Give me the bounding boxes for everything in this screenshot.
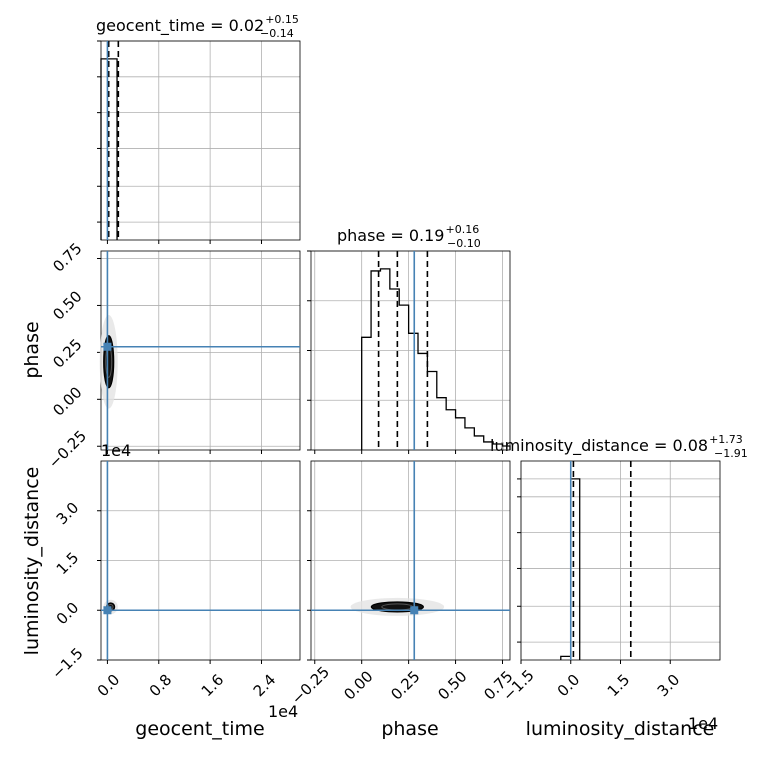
xtick-label: 3.0	[654, 671, 684, 701]
ytick-label: 0.50	[49, 287, 85, 323]
truth-marker	[103, 606, 112, 615]
ylabel-luminosity-distance: luminosity_distance	[21, 467, 43, 656]
title-geocent-time-lower: −0.14	[260, 27, 294, 40]
xtick-label: 0.25	[387, 667, 423, 703]
panel-hist-phase	[307, 250, 511, 454]
offset-text-geocent-time: 1e4	[268, 702, 298, 721]
xtick-label: 0.8	[146, 671, 176, 701]
ytick-label: 3.0	[53, 499, 83, 529]
axes-frame	[100, 40, 301, 241]
xlabel-phase: phase	[381, 718, 438, 740]
ylabel-phase: phase	[21, 321, 43, 378]
panel-hist-geocent-time	[97, 40, 301, 244]
axes-frame	[100, 250, 301, 451]
xlabel-geocent-time: geocent_time	[135, 718, 264, 740]
phase-x-ticks: −0.25 0.00 0.25 0.50 0.75	[288, 663, 517, 708]
truth-marker	[103, 342, 112, 351]
panel-geocent-time-vs-phase	[97, 250, 301, 454]
ytick-label: 1.5	[53, 549, 83, 579]
truth-marker	[410, 606, 419, 615]
histogram-step	[361, 268, 511, 450]
title-phase: phase = 0.19+0.16	[337, 223, 479, 245]
title-geocent-time: geocent_time = 0.02+0.15	[96, 13, 299, 36]
title-luminosity-distance-lower: −1.91	[714, 447, 748, 460]
xtick-label: 2.4	[250, 671, 280, 701]
offset-text-luminosity-distance-y: 1e4	[101, 441, 131, 460]
luminosity-distance-y-ticks: −1.5 0.0 1.5 3.0	[48, 499, 86, 683]
geocent-time-x-ticks: 0.0 0.8 1.6 2.4	[94, 671, 280, 701]
xtick-label: 0.0	[554, 671, 584, 701]
panel-hist-luminosity-distance	[517, 460, 721, 664]
ytick-label: −0.25	[45, 427, 90, 472]
ytick-label: 0.75	[49, 239, 85, 275]
xtick-label: 0.0	[94, 671, 124, 701]
panel-geocent-time-vs-luminosity-distance	[97, 460, 301, 664]
ytick-label: 0.25	[49, 335, 85, 371]
ytick-label: 0.00	[49, 383, 85, 419]
xlabel-luminosity-distance: luminosity_distance	[526, 718, 715, 740]
title-phase-lower: −0.10	[447, 237, 481, 250]
xtick-label: 0.00	[340, 667, 376, 703]
xtick-label: 1.5	[604, 671, 634, 701]
xtick-label: 1.6	[198, 671, 228, 701]
histogram-step	[100, 58, 118, 240]
offset-text-luminosity-distance-x: 1e4	[688, 714, 718, 733]
phase-y-ticks: −0.25 0.00 0.25 0.50 0.75	[45, 239, 90, 472]
ytick-label: 0.0	[53, 599, 83, 629]
luminosity-distance-x-ticks: −1.5 0.0 1.5 3.0	[499, 666, 683, 704]
panel-phase-vs-luminosity-distance	[307, 460, 511, 664]
title-luminosity-distance: luminosity_distance = 0.08+1.73	[490, 433, 743, 456]
ytick-label: −1.5	[48, 644, 86, 682]
xtick-label: 0.50	[434, 667, 470, 703]
